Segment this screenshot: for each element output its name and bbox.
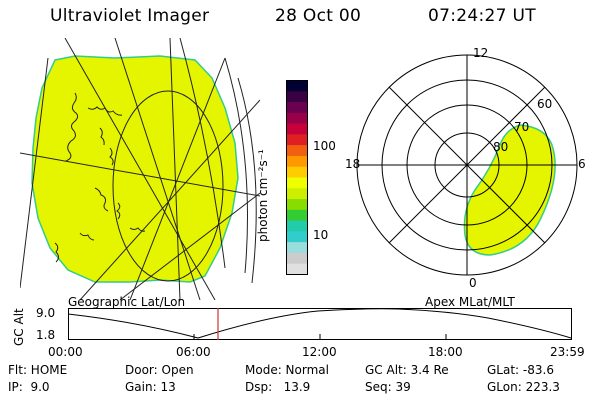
- mlt-label-18: 18: [345, 157, 361, 171]
- mlt-label-12: 12: [473, 46, 489, 60]
- info-seq: Seq: 39: [365, 380, 411, 394]
- info-mode: Mode: Normal: [245, 363, 329, 377]
- observation-time: 07:24:27 UT: [428, 6, 536, 26]
- colorbar-unit-label: photon cm⁻²s⁻¹: [256, 149, 270, 242]
- geo-map-caption: Geographic Lat/Lon: [68, 295, 186, 309]
- mlat-label-80: 80: [493, 140, 509, 154]
- colorbar-stripe: [286, 102, 308, 114]
- polar-caption: Apex MLat/MLT: [425, 295, 515, 309]
- colorbar-stripe: [286, 91, 308, 103]
- colorbar-stripe: [286, 263, 308, 275]
- mlt-label-0: 0: [469, 276, 477, 290]
- info-door: Door: Open: [125, 363, 194, 377]
- altitude-xtick-0600: 06:00: [176, 345, 211, 359]
- altitude-ylabel: GC Alt: [12, 308, 26, 346]
- colorbar-tick-10: 10: [313, 228, 329, 242]
- info-glon: GLon: 223.3: [487, 380, 560, 394]
- altitude-xtick-0000: 00:00: [48, 345, 83, 359]
- polar-plot: [356, 54, 578, 276]
- colorbar: [286, 80, 308, 275]
- colorbar-stripe: [286, 134, 308, 146]
- colorbar-stripe: [286, 155, 308, 168]
- info-gc-alt: GC Alt: 3.4 Re: [365, 363, 449, 377]
- geo-disk: [31, 55, 239, 283]
- colorbar-stripe: [286, 177, 308, 189]
- colorbar-stripe: [286, 145, 308, 157]
- colorbar-stripe: [286, 209, 308, 222]
- altitude-ytick-1-8: 1.8: [36, 328, 56, 342]
- info-ip: IP: 9.0: [8, 380, 50, 394]
- colorbar-stripe: [286, 188, 308, 200]
- altitude-curve: [68, 308, 572, 339]
- colorbar-stripe: [286, 80, 308, 92]
- colorbar-stripe: [286, 123, 308, 135]
- info-flight: Flt: HOME: [8, 363, 68, 377]
- colorbar-tick-100: 100: [313, 139, 336, 153]
- colorbar-stripe: [286, 166, 308, 178]
- mlt-label-6: 6: [578, 157, 586, 171]
- info-glat: GLat: -83.6: [487, 363, 554, 377]
- info-gain: Gain: 13: [125, 380, 176, 394]
- mlat-label-60: 60: [537, 97, 553, 111]
- instrument-title: Ultraviolet Imager: [50, 6, 210, 26]
- altitude-xtick-2359: 23:59: [550, 345, 585, 359]
- altitude-plot: [68, 308, 572, 340]
- colorbar-stripe: [286, 220, 308, 232]
- auroral-oval: [463, 124, 556, 256]
- info-dsp: Dsp: 13.9: [245, 380, 311, 394]
- mlat-label-70: 70: [514, 120, 530, 134]
- altitude-ytick-9: 9.0: [36, 306, 56, 320]
- colorbar-stripe: [286, 252, 308, 265]
- colorbar-stripe: [286, 199, 308, 211]
- altitude-xtick-1200: 12:00: [302, 345, 337, 359]
- coastlines: [54, 92, 146, 263]
- observation-date: 28 Oct 00: [275, 6, 362, 26]
- geo-grid: [20, 38, 260, 300]
- colorbar-stripes: [286, 80, 308, 275]
- colorbar-stripe: [286, 242, 308, 254]
- altitude-xtick-1800: 18:00: [428, 345, 463, 359]
- colorbar-stripe: [286, 112, 308, 125]
- geographic-map: [20, 38, 260, 300]
- colorbar-stripe: [286, 231, 308, 243]
